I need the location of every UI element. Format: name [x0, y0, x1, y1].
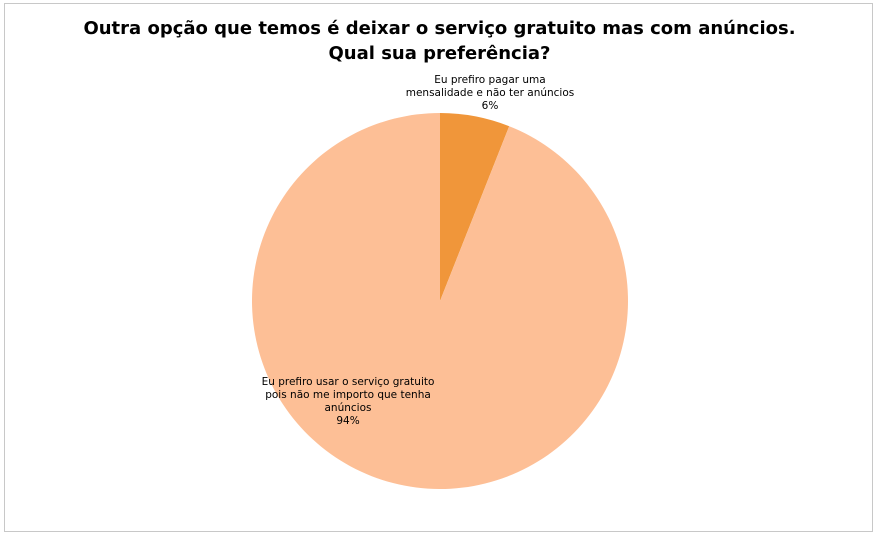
data-label-gratuito-line-3: anúncios: [324, 402, 372, 414]
chart-title-line-1: Outra opção que temos é deixar o serviço…: [83, 18, 796, 39]
data-label-gratuito-value: 94%: [336, 415, 360, 427]
data-label-gratuito: Eu prefiro usar o serviço gratuito pois …: [248, 376, 448, 428]
data-label-mensalidade: Eu prefiro pagar uma mensalidade e não t…: [395, 74, 585, 113]
data-label-gratuito-line-1: Eu prefiro usar o serviço gratuito: [261, 376, 435, 388]
data-label-mensalidade-value: 6%: [481, 100, 499, 112]
pie-slice-gratuito: [252, 113, 628, 489]
pie-slice-mensalidade: [440, 113, 510, 301]
chart-title: Outra opção que temos é deixar o serviço…: [0, 16, 879, 66]
chart-title-line-2: Qual sua preferência?: [328, 43, 551, 64]
data-label-mensalidade-line-1: Eu prefiro pagar uma: [434, 74, 546, 86]
data-label-mensalidade-line-2: mensalidade e não ter anúncios: [405, 87, 575, 99]
data-label-gratuito-line-2: pois não me importo que tenha: [265, 389, 431, 401]
